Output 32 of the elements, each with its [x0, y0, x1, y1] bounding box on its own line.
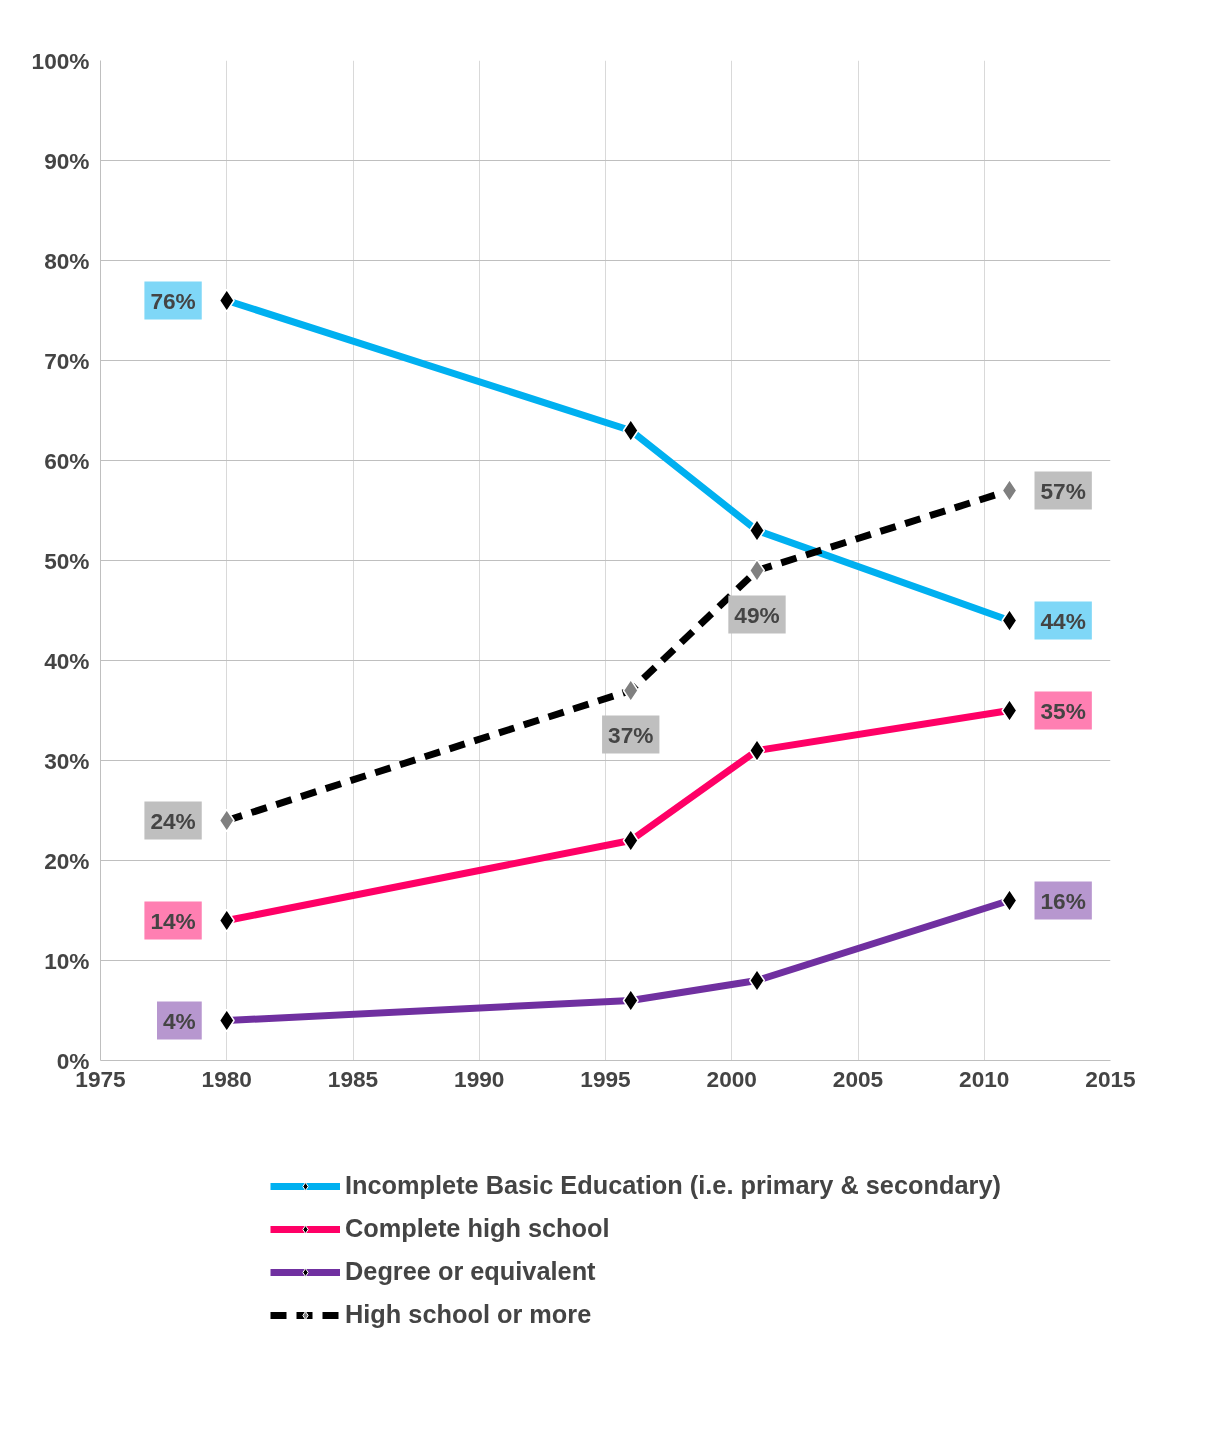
data-label: 37%	[608, 721, 654, 748]
data-label: 76%	[150, 287, 196, 314]
x-tick-label: 2005	[832, 1065, 884, 1092]
x-tick-label: 2015	[1085, 1065, 1136, 1092]
y-tick-label: 100%	[31, 47, 90, 74]
data-label: 35%	[1040, 697, 1086, 724]
x-tick-label: 1995	[580, 1065, 631, 1092]
data-label: 49%	[734, 601, 780, 628]
x-tick-label: 1990	[454, 1065, 505, 1092]
data-label: 57%	[1040, 477, 1086, 504]
x-tick-label: 1985	[327, 1065, 379, 1092]
y-tick-label: 80%	[44, 247, 90, 274]
y-tick-label: 20%	[44, 847, 90, 874]
data-label: 4%	[163, 1007, 196, 1034]
y-tick-label: 70%	[44, 347, 90, 374]
legend-label: Incomplete Basic Education (i.e. primary & secondary)	[345, 1171, 1001, 1200]
y-tick-label: 90%	[44, 147, 90, 174]
legend-label: High school or more	[345, 1300, 592, 1329]
data-label: 24%	[150, 807, 196, 834]
x-tick-label: 2010	[959, 1065, 1010, 1092]
data-label: 14%	[150, 907, 196, 934]
legend-label: Degree or equivalent	[345, 1257, 596, 1286]
data-label: 44%	[1040, 607, 1086, 634]
y-tick-label: 10%	[44, 947, 90, 974]
y-tick-label: 60%	[44, 447, 90, 474]
x-tick-label: 2000	[706, 1065, 757, 1092]
legend-label: Complete high school	[345, 1214, 610, 1243]
data-label: 16%	[1040, 887, 1086, 914]
x-tick-label: 1980	[201, 1065, 252, 1092]
y-tick-label: 40%	[44, 647, 90, 674]
y-tick-label: 50%	[44, 547, 90, 574]
y-tick-label: 30%	[44, 747, 90, 774]
